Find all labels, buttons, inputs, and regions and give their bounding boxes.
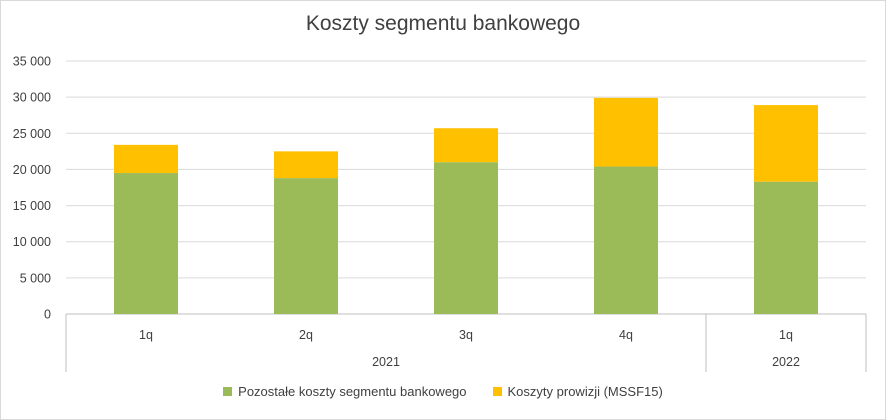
y-tick-label: 15 000 <box>13 199 51 213</box>
y-tick-label: 25 000 <box>13 127 51 141</box>
bar-prowizje <box>754 105 818 182</box>
bar-prowizje <box>114 144 178 174</box>
legend: Pozostałe koszty segmentu bankowego Kosz… <box>0 384 886 399</box>
bar-pozostale <box>114 173 178 314</box>
bar-pozostale <box>594 166 658 314</box>
legend-swatch-pozostale <box>223 387 233 396</box>
x-tick-label: 4q <box>619 328 633 342</box>
y-tick-label: 35 000 <box>13 55 51 69</box>
y-tick-label: 20 000 <box>13 163 51 177</box>
y-tick-label: 10 000 <box>13 235 51 249</box>
x-tick-label: 1q <box>139 328 153 342</box>
bar-pozostale <box>754 181 818 314</box>
bar-pozostale <box>434 162 498 314</box>
legend-swatch-prowizje <box>492 387 502 396</box>
bar-pozostale <box>274 178 338 314</box>
bar-prowizje <box>434 128 498 163</box>
x-tick-label: 2q <box>299 328 313 342</box>
legend-item-pozostale: Pozostałe koszty segmentu bankowego <box>223 384 467 399</box>
legend-label-pozostale: Pozostałe koszty segmentu bankowego <box>238 384 467 399</box>
x-group-label: 2022 <box>772 355 800 369</box>
y-tick-label: 0 <box>44 308 51 322</box>
x-tick-label: 1q <box>779 328 793 342</box>
legend-item-prowizje: Koszyty prowizji (MSSF15) <box>492 384 663 399</box>
bar-prowizje <box>594 97 658 167</box>
chart-title: Koszty segmentu bankowego <box>305 12 581 35</box>
bar-prowizje <box>274 151 338 179</box>
legend-label-prowizje: Koszyty prowizji (MSSF15) <box>507 384 663 399</box>
x-group-label: 2021 <box>372 355 400 369</box>
y-tick-label: 30 000 <box>13 91 51 105</box>
x-tick-label: 3q <box>459 328 473 342</box>
y-tick-label: 5 000 <box>20 271 51 285</box>
